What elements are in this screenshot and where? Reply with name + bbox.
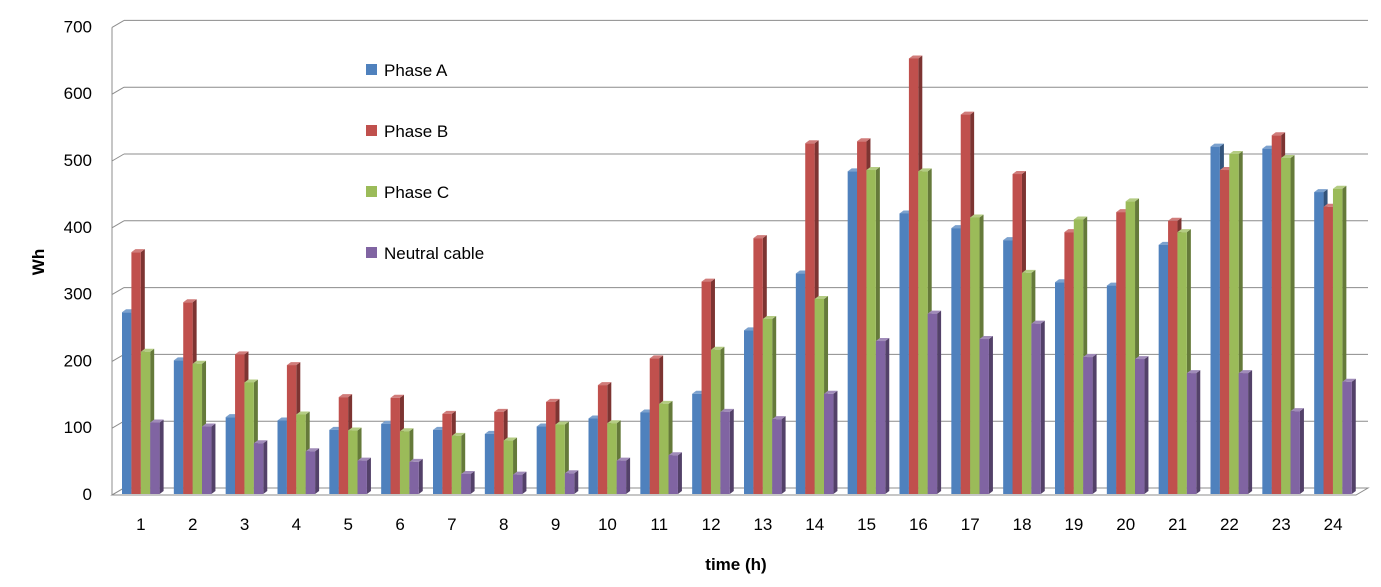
x-tick-label: 12 — [702, 515, 721, 534]
bar-neutral-cable — [513, 471, 527, 494]
x-tick-label: 15 — [857, 515, 876, 534]
bar-neutral-cable — [1238, 370, 1253, 494]
bar-neutral-cable — [720, 408, 734, 494]
bar-neutral-cable — [927, 310, 942, 494]
legend-label: Phase B — [384, 122, 448, 141]
side-wall — [112, 20, 124, 496]
y-tick-label: 0 — [83, 485, 92, 504]
bar-neutral-cable — [357, 457, 371, 494]
x-tick-label: 8 — [499, 515, 508, 534]
bar-neutral-cable — [616, 457, 631, 494]
y-tick-label: 300 — [64, 285, 92, 304]
x-tick-label: 6 — [395, 515, 404, 534]
y-tick-label: 400 — [64, 218, 92, 237]
x-tick-label: 13 — [753, 515, 772, 534]
bar-neutral-cable — [1186, 370, 1201, 494]
x-tick-label: 20 — [1116, 515, 1135, 534]
x-tick-label: 5 — [344, 515, 353, 534]
legend-item: Phase B — [366, 122, 448, 141]
x-tick-label: 24 — [1324, 515, 1343, 534]
gridline-side — [111, 220, 125, 229]
gridline-side — [111, 19, 125, 28]
x-tick-label: 10 — [598, 515, 617, 534]
x-tick-label: 14 — [805, 515, 824, 534]
bars-group — [122, 55, 1356, 495]
bar-neutral-cable — [668, 452, 682, 494]
x-tick-label: 19 — [1064, 515, 1083, 534]
bar-neutral-cable — [564, 470, 579, 494]
x-tick-label: 11 — [650, 515, 668, 534]
axes — [111, 27, 1356, 496]
bar-neutral-cable — [461, 470, 475, 494]
legend-item: Neutral cable — [366, 244, 484, 263]
legend-swatch — [366, 247, 377, 258]
x-tick-label: 1 — [136, 515, 145, 534]
y-tick-label: 100 — [64, 418, 92, 437]
y-tick-label: 700 — [64, 17, 92, 36]
bar-neutral-cable — [202, 423, 216, 494]
bar-neutral-cable — [1135, 356, 1149, 494]
bar-neutral-cable — [1083, 354, 1097, 494]
bar-neutral-cable — [1342, 378, 1356, 494]
legend-label: Phase C — [384, 183, 449, 202]
legend-item: Phase A — [366, 61, 448, 80]
x-axis-title: time (h) — [705, 555, 766, 574]
legend-swatch — [366, 186, 377, 197]
bar-neutral-cable — [1290, 408, 1304, 494]
y-tick-labels: 0 100 200 300 400 500 600 700 — [64, 17, 92, 504]
gridline-side — [111, 86, 125, 95]
x-tick-label: 21 — [1168, 515, 1187, 534]
bar-neutral-cable — [875, 338, 890, 494]
legend-swatch — [366, 64, 377, 75]
legend-item: Phase C — [366, 183, 449, 202]
y-tick-label: 500 — [64, 151, 92, 170]
x-tick-label: 4 — [292, 515, 301, 534]
legend-label: Phase A — [384, 61, 448, 80]
x-tick-label: 3 — [240, 515, 249, 534]
y-tick-label: 200 — [64, 351, 92, 370]
bar-neutral-cable — [824, 390, 838, 494]
bar-neutral-cable — [979, 336, 993, 494]
gridline-side — [111, 287, 125, 296]
bar-neutral-cable — [1031, 320, 1045, 494]
legend-label: Neutral cable — [384, 244, 484, 263]
bar-neutral-cable — [305, 448, 320, 494]
x-tick-label: 22 — [1220, 515, 1239, 534]
x-tick-label: 17 — [961, 515, 980, 534]
x-tick-label: 18 — [1013, 515, 1032, 534]
x-tick-label: 9 — [551, 515, 560, 534]
x-tick-label: 7 — [447, 515, 456, 534]
bar-neutral-cable — [772, 416, 786, 494]
x-tick-label: 16 — [909, 515, 928, 534]
y-axis-title: Wh — [29, 249, 48, 275]
bar-neutral-cable — [409, 458, 423, 494]
bar-neutral-cable — [150, 419, 164, 494]
x-tick-label: 23 — [1272, 515, 1291, 534]
legend-swatch — [366, 125, 377, 136]
legend: Phase A Phase B Phase C Neutral cable — [366, 61, 484, 263]
x-tick-labels: 1 2 3 4 5 6 7 8 9 10 11 12 13 14 15 16 17 18 19 20 21 22 23 24 — [136, 515, 1342, 534]
gridline-side — [111, 153, 125, 162]
y-tick-label: 600 — [64, 84, 92, 103]
x-tick-label: 2 — [188, 515, 197, 534]
bar-neutral-cable — [253, 440, 268, 494]
